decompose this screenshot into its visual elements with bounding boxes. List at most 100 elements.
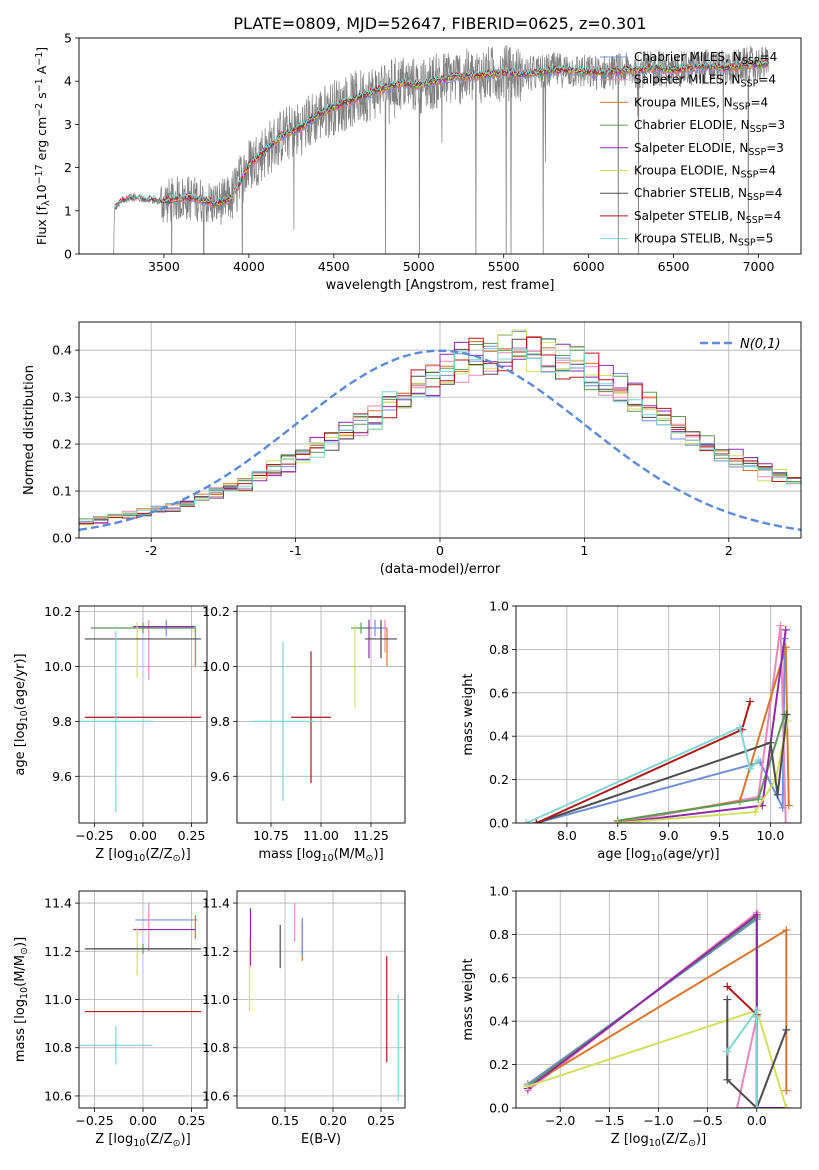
x-tick-label: 8.5: [608, 828, 628, 843]
plus-marker: [752, 1104, 761, 1108]
x-tick-label: 4000: [233, 259, 265, 274]
y-tick-label: 9.8: [210, 714, 230, 729]
legend-entry-label-part: =3: [766, 141, 784, 155]
spectrum-panel: 3500 4000 4500 5000 5500 6000 6500 7000 0 1 2 3 4 5 wa…: [34, 31, 802, 293]
legend-entry-label-part: SSP: [747, 192, 765, 203]
y-axis-label-part: 10: [34, 184, 49, 200]
x-tick-label: −1.5: [594, 1113, 624, 1128]
y-tick-label: 2: [64, 160, 72, 175]
x-axis-label-part: )]: [181, 847, 191, 862]
x-tick-label: 10.0: [757, 828, 785, 843]
errorbar-point: [90, 622, 196, 634]
x-tick-label: −0.5: [692, 1113, 722, 1128]
y-tick-label: 9.6: [52, 769, 72, 784]
weight-series-line: [726, 999, 788, 1108]
plus-marker: [532, 819, 541, 823]
x-axis-label: Z [log10(Z/Z⊙)]: [611, 1132, 706, 1149]
x-tick-label: -1: [289, 543, 301, 558]
legend-entry-label-part: SSP: [742, 56, 760, 67]
weight-series-line: [536, 714, 788, 823]
x-tick-label: 1: [580, 543, 588, 558]
legend-entry-label-part: =5: [756, 232, 774, 246]
y-axis-label: mass [log10(M/M⊙)]: [13, 937, 30, 1062]
x-tick-label: −1.0: [643, 1113, 673, 1128]
y-tick-label: 1.0: [489, 884, 509, 899]
y-tick-label: 0.1: [52, 484, 72, 499]
legend-entry-label-part: Chabrier MILES, N: [634, 50, 742, 64]
y-axis-label-part: 10: [19, 987, 30, 999]
x-tick-label: 0.00: [129, 1113, 157, 1128]
y-tick-label: 0.0: [489, 1101, 509, 1116]
plus-marker: [766, 738, 775, 747]
residuals-legend: N(0,1): [700, 337, 781, 352]
x-tick-label: 9.0: [659, 828, 679, 843]
y-axis-label-part: −2: [34, 103, 45, 117]
x-axis-label-part: )]: [374, 847, 384, 862]
x-tick-label: 5500: [488, 259, 520, 274]
y-axis-label-part: )]: [13, 937, 28, 947]
x-tick-label: −0.25: [75, 1113, 113, 1128]
y-tick-label: 0.4: [489, 729, 509, 744]
y-axis-label-part: mass [log: [13, 999, 28, 1062]
plus-marker: [746, 764, 755, 773]
plus-marker: [523, 1082, 532, 1091]
axes-frame: [78, 890, 208, 1109]
x-axis-label: age [log10(age/yr)]: [597, 847, 719, 864]
plus-marker: [613, 819, 622, 823]
legend-entry-label-part: =4: [758, 73, 776, 87]
y-tick-label: 0.6: [489, 685, 509, 700]
histogram-step-kroupa-stelib: [79, 346, 801, 523]
weight-vs-Z-panel: −2.0 −1.5 −1.0 −0.5 0.0 0.0 0.2 0.4 0.6 0.8 1.0 Z […: [461, 884, 802, 1149]
y-axis-label-part: ⊙: [19, 947, 30, 955]
x-axis-label-part: )]: [181, 1132, 191, 1147]
x-tick-label: 5000: [403, 259, 435, 274]
y-tick-label: 10.2: [202, 604, 230, 619]
axes-frame: [78, 605, 208, 824]
plus-marker: [746, 697, 755, 706]
y-tick-label: 11.0: [44, 992, 72, 1007]
legend-entry-label-part: Kroupa ELODIE, N: [634, 164, 741, 178]
x-tick-label: 0.25: [178, 1113, 206, 1128]
x-axis-label-part: ⊙: [366, 853, 374, 864]
age-vs-Z-panel: −0.25 0.00 0.259.69.810.010.2Z [log10(Z/Z⊙…: [13, 604, 208, 864]
y-tick-label: 0.8: [489, 927, 509, 942]
plus-marker: [754, 756, 763, 765]
y-tick-label: 10.8: [44, 1040, 72, 1055]
legend-entry-label: Kroupa STELIB, NSSP=5: [634, 232, 773, 249]
legend-entry-label: Salpeter ELODIE, NSSP=3: [634, 141, 784, 158]
y-axis-label-part: age [log: [13, 722, 28, 775]
legend-entry-label-part: Kroupa MILES, N: [634, 95, 733, 109]
x-axis-label-part: Z [log: [611, 1132, 649, 1147]
errorbar-point: [251, 641, 315, 802]
legend-entry-label-part: =4: [760, 50, 778, 64]
y-tick-label: 4: [64, 74, 72, 89]
y-tick-label: 0.4: [489, 1014, 509, 1029]
mass-vs-ebv-panel: 0.15 0.20 0.25 10.6 10.8 11.0 11.2 11.4 E(B-V): [202, 890, 406, 1147]
plus-marker: [752, 1006, 761, 1015]
x-axis-label-part: mass [log: [258, 847, 321, 862]
spectrum-model-line-kroupa-stelib: [114, 58, 769, 208]
x-axis-label: Z [log10(Z/Z⊙)]: [95, 1132, 190, 1149]
y-axis-label-part: A: [34, 65, 49, 78]
plus-marker: [723, 982, 732, 991]
y-axis-label: Flux [fλ10−17 erg cm−2 s−1 A−1]: [34, 47, 52, 245]
legend-entry-label-part: SSP: [741, 78, 759, 89]
axes-frame: [236, 890, 406, 1109]
plus-marker: [723, 1075, 732, 1084]
axes-frame: [236, 605, 406, 824]
legend-entry-label-part: =4: [765, 186, 783, 200]
x-tick-label: 6500: [658, 259, 690, 274]
y-axis-label-part: 10: [19, 710, 30, 722]
axes-frame: [78, 321, 802, 539]
y-tick-label: 9.6: [210, 769, 230, 784]
y-tick-label: 9.8: [52, 714, 72, 729]
x-tick-label: 4500: [318, 259, 350, 274]
legend-entry-label: Kroupa MILES, NSSP=4: [634, 95, 768, 112]
legend-entry-label-part: =4: [764, 209, 782, 223]
weight-vs-age-panel: 8.0 8.5 9.0 9.5 10.0 0.0 0.2 0.4 0.6 0.8 1.0 age [l…: [461, 599, 802, 864]
x-tick-label: 0: [436, 543, 444, 558]
y-axis-label: mass weight: [461, 673, 476, 755]
plus-marker: [723, 1047, 732, 1056]
y-tick-label: 3: [64, 117, 72, 132]
plus-marker: [751, 808, 760, 817]
